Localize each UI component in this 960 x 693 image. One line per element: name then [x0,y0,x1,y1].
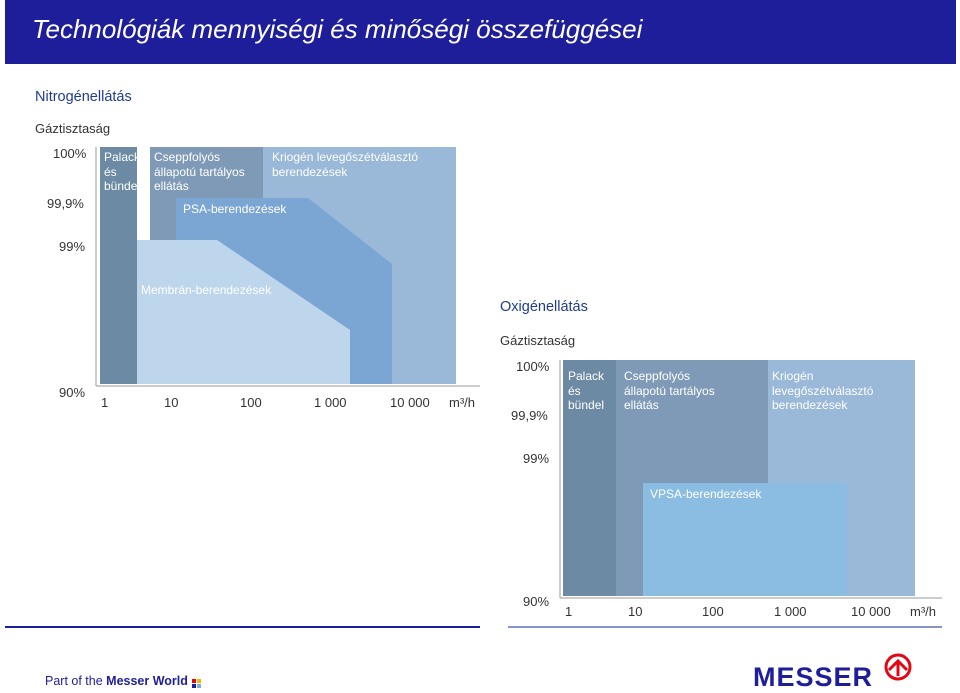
oxygen-x-tick-1000: 1 000 [774,604,807,619]
messer-world-square-icon [192,679,196,683]
nitrogen-band-kriogen-label: Kriogén levegőszétválasztó berendezések [272,150,419,179]
oxygen-x-tick-10000: 10 000 [851,604,891,619]
messer-world-square-icon [192,684,196,688]
nitrogen-y-tick-99: 99% [59,239,86,254]
nitrogen-region-membran [137,240,350,384]
oxygen-x-unit: m³/h [910,604,936,619]
nitrogen-band-palack-label: Palack és bündel [104,150,141,193]
nitrogen-y-tick-100: 100% [53,146,87,161]
oxygen-region-vpsa [643,483,847,596]
oxygen-y-tick-100: 100% [516,359,550,374]
messer-logo-icon [884,653,912,681]
oxygen-y-tick-90: 90% [523,594,550,609]
nitrogen-x-tick-1: 1 [101,395,109,410]
page-title: Technológiák mennyiségi és minőségi össz… [32,14,643,44]
oxygen-x-tick-10: 10 [628,604,643,619]
nitrogen-band-cseppfolyos-label: Cseppfolyós állapotú tartályos ellátás [154,150,245,193]
oxygen-band-kriogen-label: Kriogén levegőszétválasztó berendezések [772,369,874,412]
messer-world-square-icon [197,684,201,688]
nitrogen-region-psa-label: PSA-berendezések [183,202,287,216]
title-bar [5,0,956,64]
messer-world-square-icon [197,679,201,683]
nitrogen-band-palack [100,147,137,384]
nitrogen-x-unit: m³/h [449,395,475,410]
nitrogen-y-tick-999: 99,9% [47,196,84,211]
oxygen-x-tick-1: 1 [565,604,573,619]
nitrogen-x-tick-1000: 1 000 [314,395,347,410]
footer-divider-right [508,626,942,628]
oxygen-x-tick-100: 100 [702,604,724,619]
oxygen-y-title: Gáztisztaság [500,333,576,348]
nitrogen-y-tick-90: 90% [59,385,86,400]
nitrogen-section-title: Nitrogénellátás [35,89,132,105]
footer-divider [5,626,480,628]
oxygen-y-tick-999: 99,9% [511,408,548,423]
oxygen-y-tick-99: 99% [523,451,550,466]
oxygen-section-title: Oxigénellátás [500,299,588,315]
oxygen-band-cseppfolyos-label: Cseppfolyós állapotú tartályos ellátás [624,369,715,412]
nitrogen-x-tick-100: 100 [240,395,262,410]
footer-part-of: Part of the Messer World [45,674,188,688]
oxygen-band-palack [563,360,616,596]
messer-logo-text: MESSER [753,662,874,692]
nitrogen-x-tick-10000: 10 000 [390,395,430,410]
nitrogen-x-tick-10: 10 [164,395,179,410]
nitrogen-y-title: Gáztisztaság [35,121,111,136]
oxygen-band-palack-label: Palack és bündel [568,369,605,412]
nitrogen-region-membran-label: Membrán-berendezések [141,283,272,297]
oxygen-region-vpsa-label: VPSA-berendezések [650,487,762,501]
